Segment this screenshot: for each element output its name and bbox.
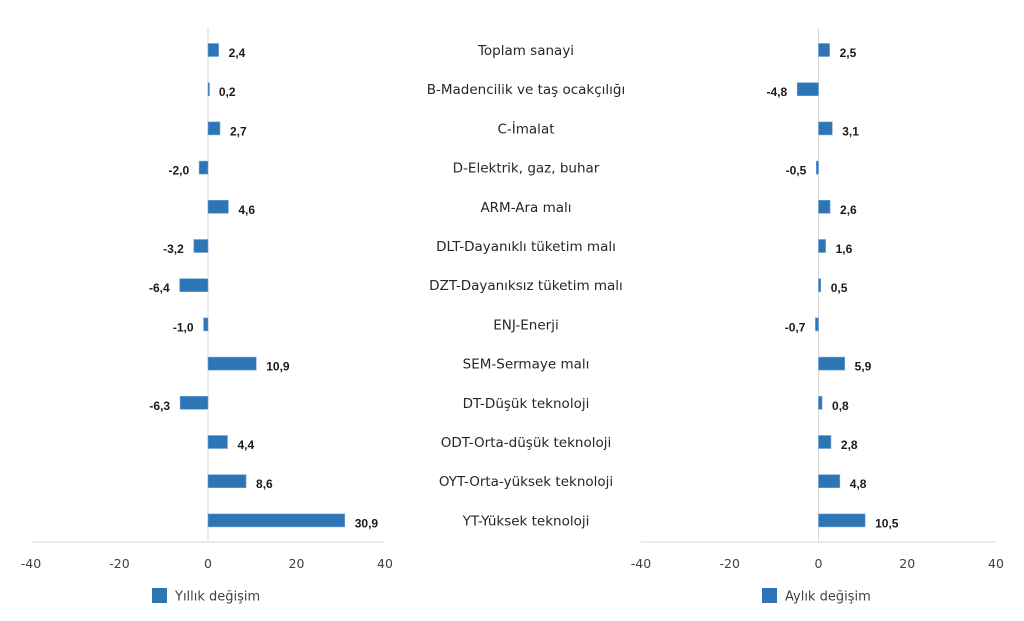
monthly-bar — [818, 474, 841, 489]
monthly-data-label: 1,6 — [836, 242, 853, 256]
monthly-tick-label: 0 — [815, 556, 823, 571]
yearly-bar — [207, 121, 221, 136]
category-label: Toplam sanayi — [477, 43, 574, 59]
yearly-tick-label: -20 — [109, 556, 129, 571]
monthly-tick-label: -40 — [631, 556, 651, 571]
yearly-data-label: 0,2 — [219, 85, 236, 99]
monthly-tick-label: 40 — [988, 556, 1004, 571]
yearly-data-label: 30,9 — [355, 516, 379, 530]
yearly-data-label: 2,4 — [229, 46, 246, 60]
monthly-legend-swatch — [762, 588, 777, 603]
yearly-chart: -40 -20 0 20 40 2,4 0,2 2,7 -2,0 4,6 -3,2 -6,4 -1,0 1… — [21, 28, 393, 605]
yearly-bar — [207, 200, 229, 214]
monthly-bar — [818, 121, 833, 136]
monthly-tick-label: -20 — [720, 556, 740, 571]
monthly-data-label: -4,8 — [767, 85, 788, 99]
category-label: ENJ-Enerji — [493, 317, 558, 333]
monthly-bar — [818, 239, 826, 253]
yearly-tick-label: -40 — [21, 556, 41, 571]
monthly-data-label: 4,8 — [850, 477, 867, 491]
category-label: DZT-Dayanıksız tüketim malı — [429, 278, 623, 294]
monthly-data-label: 3,1 — [842, 124, 859, 138]
monthly-chart: -40 -20 0 20 40 2,5 -4,8 3,1 -0,5 2,6 1,6 0,5 -0,7 5,… — [631, 28, 1004, 605]
yearly-data-label: -2,0 — [168, 164, 189, 178]
monthly-data-label: 2,6 — [840, 203, 857, 217]
monthly-bar — [796, 82, 819, 96]
monthly-bar — [818, 43, 830, 57]
yearly-bar — [207, 356, 257, 371]
yearly-data-label: -6,4 — [149, 281, 170, 295]
category-label: DLT-Dayanıklı tüketim malı — [436, 239, 616, 255]
monthly-bar — [818, 278, 822, 293]
category-labels: Toplam sanayi B-Madencilik ve taş ocakçıl… — [427, 43, 626, 529]
yearly-bar — [207, 474, 247, 489]
category-label: D-Elektrik, gaz, buhar — [453, 161, 600, 177]
yearly-tick-label: 20 — [289, 556, 305, 571]
yearly-legend-label: Yıllık değişim — [174, 590, 260, 605]
yearly-bar — [193, 239, 209, 253]
monthly-bar — [818, 356, 845, 371]
monthly-data-label: -0,5 — [786, 164, 807, 178]
monthly-data-label: 10,5 — [875, 516, 899, 530]
category-label: B-Madencilik ve taş ocakçılığı — [427, 82, 626, 98]
yearly-bar — [207, 43, 219, 57]
monthly-data-label: 2,5 — [840, 46, 857, 60]
monthly-data-label: 0,8 — [832, 399, 849, 413]
category-label: ARM-Ara malı — [480, 200, 571, 216]
yearly-data-label: 2,7 — [230, 124, 247, 138]
monthly-tick-label: 20 — [899, 556, 915, 571]
monthly-bar — [815, 160, 819, 175]
category-label: OYT-Orta-yüksek teknoloji — [439, 474, 613, 490]
yearly-bar — [203, 317, 209, 332]
yearly-data-label: 8,6 — [256, 477, 273, 491]
yearly-bar — [207, 82, 210, 96]
yearly-data-label: 10,9 — [266, 360, 290, 374]
yearly-data-label: 4,6 — [238, 203, 255, 217]
category-label: DT-Düşük teknoloji — [463, 396, 590, 412]
monthly-bar — [818, 395, 823, 410]
category-label: C-İmalat — [497, 119, 554, 137]
monthly-bar — [818, 435, 832, 449]
yearly-bar — [198, 160, 209, 175]
monthly-bar — [818, 200, 831, 214]
yearly-bar — [179, 278, 209, 293]
yearly-tick-label: 0 — [204, 556, 212, 571]
monthly-data-label: 0,5 — [831, 281, 848, 295]
monthly-bar — [818, 513, 866, 528]
monthly-data-label: 5,9 — [855, 360, 872, 374]
monthly-legend-label: Aylık değişim — [785, 590, 871, 605]
category-label: ODT-Orta-düşük teknoloji — [441, 435, 611, 451]
category-label: SEM-Sermaye malı — [463, 357, 590, 373]
yearly-tick-label: 40 — [377, 556, 393, 571]
yearly-data-label: 4,4 — [237, 438, 254, 452]
monthly-bar — [815, 317, 819, 332]
monthly-data-label: -0,7 — [785, 320, 806, 334]
category-label: YT-Yüksek teknoloji — [462, 513, 590, 529]
yearly-data-label: -3,2 — [163, 242, 184, 256]
yearly-bar — [207, 435, 228, 449]
yearly-data-label: -6,3 — [149, 399, 170, 413]
yearly-bar — [207, 513, 346, 528]
yearly-bar — [179, 395, 209, 410]
yearly-data-label: -1,0 — [173, 320, 194, 334]
monthly-data-label: 2,8 — [841, 438, 858, 452]
yearly-legend-swatch — [152, 588, 167, 603]
